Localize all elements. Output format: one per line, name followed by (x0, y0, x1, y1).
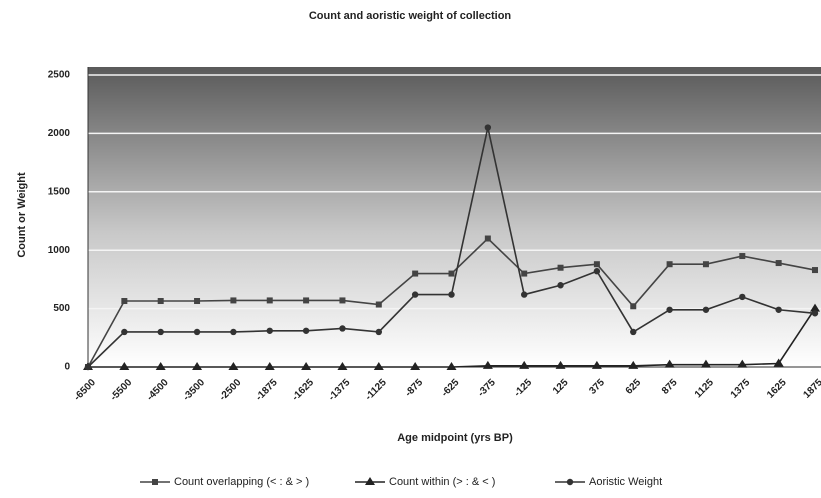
marker (557, 282, 564, 289)
marker (666, 306, 673, 313)
x-tick-label: 375 (587, 377, 607, 397)
marker (593, 261, 600, 268)
y-tick-label: 2500 (48, 70, 71, 81)
marker (337, 362, 348, 370)
marker (775, 260, 782, 267)
plot-area (88, 67, 821, 367)
x-tick-label: -125 (512, 377, 534, 399)
x-tick-label: -2500 (218, 377, 244, 403)
x-axis-title: Age midpoint (yrs BP) (397, 432, 513, 444)
marker (521, 270, 528, 277)
marker (810, 303, 820, 312)
x-tick-label: -625 (440, 377, 462, 399)
chart-title: Count and aoristic weight of collection (309, 10, 512, 22)
marker (482, 360, 493, 369)
marker (84, 363, 92, 371)
marker (630, 328, 637, 336)
marker (664, 359, 675, 368)
marker (365, 477, 375, 485)
marker (193, 328, 201, 336)
x-tick-label: 875 (660, 377, 680, 397)
marker (339, 325, 346, 332)
x-tick-label: 1125 (693, 377, 716, 400)
marker (192, 362, 203, 370)
x-tick-label: 625 (624, 377, 644, 397)
x-tick-label: -5500 (108, 377, 134, 403)
x-tick-label: 1875 (801, 377, 821, 401)
marker (484, 124, 492, 131)
y-tick-label: 1000 (48, 245, 71, 256)
marker (702, 306, 710, 313)
marker (593, 268, 601, 275)
marker (591, 360, 602, 369)
marker (303, 297, 310, 304)
marker (230, 328, 237, 336)
y-tick-label: 2000 (48, 128, 71, 139)
marker (302, 327, 310, 334)
marker (811, 310, 819, 317)
y-axis-title: Count or Weight (16, 172, 28, 258)
marker (412, 270, 419, 277)
marker (152, 479, 158, 485)
marker (566, 478, 574, 486)
legend-text: Count overlapping (< : & > ) (174, 476, 309, 488)
marker (737, 359, 748, 368)
marker (521, 291, 528, 298)
marker (446, 362, 457, 370)
marker (666, 261, 673, 268)
y-tick-label: 1500 (48, 186, 71, 197)
marker (339, 297, 346, 304)
y-tick-label: 0 (64, 362, 70, 373)
marker (448, 270, 455, 277)
x-tick-label: 1625 (765, 377, 789, 401)
x-tick-label: -1125 (363, 377, 389, 403)
marker (119, 362, 130, 370)
marker (739, 293, 746, 301)
x-tick-label: -4500 (145, 377, 171, 403)
marker (264, 362, 275, 370)
x-tick-label: -875 (403, 377, 425, 399)
x-tick-label: -3500 (181, 377, 207, 403)
x-tick-label: 125 (551, 377, 571, 397)
marker (157, 298, 164, 305)
marker (410, 362, 421, 370)
marker (484, 235, 491, 242)
marker (448, 291, 455, 298)
marker (228, 362, 239, 370)
marker (266, 327, 273, 334)
marker (121, 298, 128, 305)
x-tick-label: 1375 (729, 377, 753, 401)
x-tick-label: -6500 (72, 377, 98, 403)
marker (773, 358, 784, 367)
marker (155, 362, 166, 370)
marker (411, 291, 419, 298)
marker (739, 253, 746, 260)
legend-text: Count within (> : & < ) (389, 476, 495, 488)
marker (266, 297, 273, 304)
marker (230, 297, 237, 304)
legend-text: Aoristic Weight (589, 476, 662, 488)
marker (702, 261, 709, 268)
marker (557, 264, 564, 271)
y-tick-label: 500 (53, 303, 70, 314)
marker (157, 328, 164, 336)
marker (700, 359, 711, 368)
marker (630, 303, 637, 310)
x-tick-label: -375 (476, 377, 498, 399)
marker (812, 267, 818, 274)
marker (519, 360, 530, 369)
x-tick-label: -1875 (254, 377, 280, 403)
x-tick-label: -1375 (327, 377, 353, 403)
marker (373, 362, 384, 370)
marker (775, 306, 782, 313)
x-tick-label: -1625 (290, 377, 316, 403)
marker (121, 328, 128, 336)
marker (194, 298, 201, 305)
marker (628, 360, 639, 369)
marker (375, 301, 382, 308)
marker (301, 362, 312, 370)
marker (555, 360, 566, 369)
marker (375, 328, 382, 336)
